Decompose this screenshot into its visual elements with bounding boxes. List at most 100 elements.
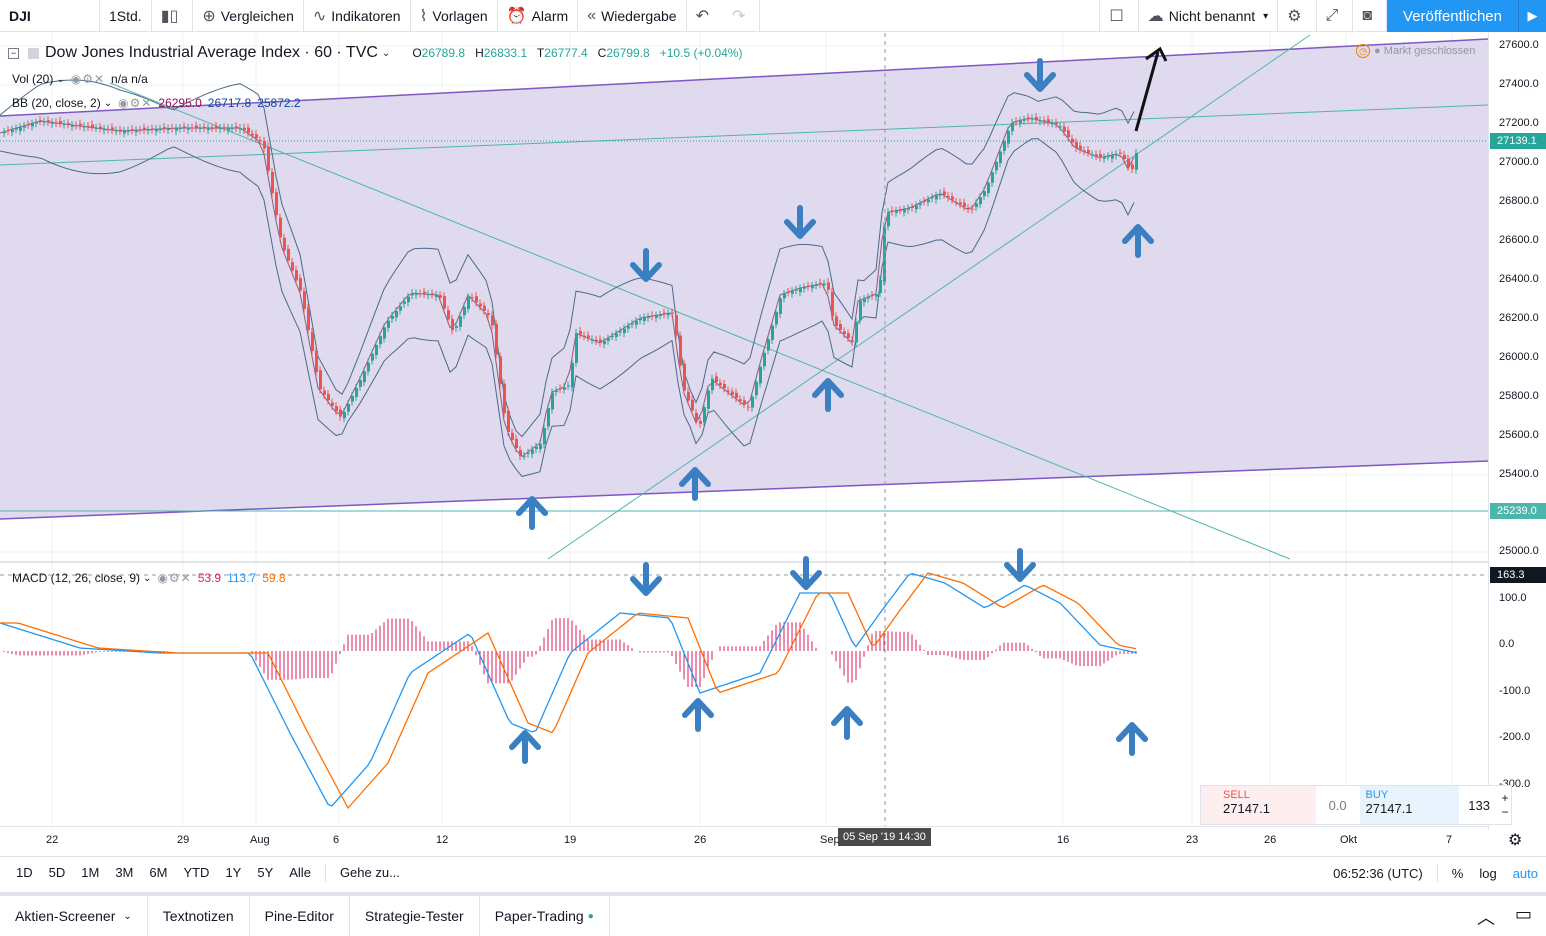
macd-label: MACD (12, 26, close, 9) [12, 571, 141, 585]
fullscreen-button[interactable]: ⤢ [1317, 0, 1354, 32]
play-button[interactable]: ▶ [1518, 0, 1546, 32]
candle-body [195, 125, 198, 128]
templates-label: Vorlagen [432, 7, 488, 24]
sell-button[interactable]: SELL 27147.1 [1201, 786, 1316, 824]
sell-price: 27147.1 [1223, 801, 1270, 816]
publish-button[interactable]: Veröffentlichen [1387, 0, 1518, 32]
arrow-head [1122, 224, 1154, 244]
candle-body [79, 123, 82, 126]
select-box-button[interactable]: ☐ [1099, 0, 1139, 32]
black-arrow-annotation[interactable] [1134, 46, 1168, 132]
parallel-channel[interactable] [0, 39, 1488, 519]
range-button[interactable]: 3M [115, 865, 134, 880]
candle-body [419, 293, 422, 295]
candle-body [3, 132, 6, 134]
tab-text-notes[interactable]: Textnotizen [148, 896, 250, 936]
goto-date-button[interactable]: Gehe zu... [339, 865, 400, 880]
compare-button[interactable]: ⊕ Vergleichen [193, 0, 304, 32]
percent-toggle[interactable]: % [1451, 865, 1464, 881]
templates-button[interactable]: ⌇ Vorlagen [411, 0, 498, 32]
channel-top-line[interactable] [0, 38, 1488, 117]
candle-body [1103, 157, 1106, 159]
candle-body [395, 311, 398, 318]
log-toggle[interactable]: log [1479, 865, 1497, 881]
trendline-descending[interactable] [109, 82, 1291, 560]
macd-legend[interactable]: MACD (12, 26, close, 9) ⌄ ◉⚙✕ 53.9 113.7… [12, 571, 286, 585]
range-button[interactable]: YTD [183, 865, 210, 880]
buy-button[interactable]: BUY 27147.1 [1359, 786, 1460, 824]
candle-body [1015, 121, 1018, 123]
channel-bottom-line[interactable] [0, 460, 1488, 520]
candle-body [611, 336, 614, 338]
candle-body [843, 331, 846, 334]
collapse-icon[interactable]: − [8, 47, 19, 59]
maximize-panel-icon[interactable]: ▭ [1514, 904, 1532, 924]
time-tick-label: Sep [820, 834, 840, 846]
time-tick-label: 23 [1186, 834, 1199, 846]
candle-body [1047, 119, 1050, 123]
quantity-value[interactable]: 133 [1468, 797, 1490, 813]
plus-icon[interactable]: + [1501, 791, 1509, 805]
candle-body [51, 122, 54, 124]
symbol-search[interactable]: DJI [0, 0, 100, 32]
tab-label: Textnotizen [162, 908, 234, 924]
candle-body [575, 333, 578, 363]
auto-toggle[interactable]: auto [1512, 865, 1538, 881]
vol-legend[interactable]: Vol (20) ⌄ ◉⚙✕ n/a n/a [12, 72, 148, 86]
minus-icon[interactable]: − [1501, 805, 1509, 819]
bb-legend[interactable]: BB (20, close, 2) ⌄ ◉⚙✕ 26295.0 26717.8 … [12, 96, 301, 110]
chart-type-button[interactable]: ▮▯ [152, 0, 194, 32]
flag-icon[interactable] [28, 47, 39, 59]
undo-button[interactable]: ↶ [687, 0, 723, 32]
candle-body [839, 324, 842, 330]
indicators-button[interactable]: ∿ Indikatoren [304, 0, 411, 32]
candle-body [191, 127, 194, 129]
chevron-down-icon[interactable]: ⌄ [381, 47, 391, 59]
candle-body [883, 226, 886, 282]
candle-body [335, 406, 338, 412]
collapse-panel-icon[interactable]: ︿ [1476, 908, 1495, 928]
chart-canvas[interactable] [0, 33, 1488, 826]
range-button[interactable]: 1M [81, 865, 100, 880]
tab-paper-trading[interactable]: Paper-Trading ● [480, 896, 610, 936]
settings-button[interactable]: ⚙ [1278, 0, 1317, 32]
candle-body [491, 315, 494, 326]
clock-readout[interactable]: 06:52:36 (UTC) [1333, 865, 1423, 881]
price-axis[interactable]: 27139.1 25239.0 163.3 27600.0 27400.0 2720… [1488, 33, 1546, 830]
tab-stock-screener[interactable]: Aktien-Screener ⌄ [0, 896, 148, 936]
annotation-arrows[interactable] [509, 58, 1154, 764]
range-button[interactable]: 6M [149, 865, 168, 880]
redo-button[interactable]: ↷ [723, 0, 761, 32]
range-button[interactable]: 5D [48, 865, 66, 880]
templates-icon: ⌇ [419, 7, 428, 25]
range-button[interactable]: 1Y [225, 865, 242, 880]
candle-body [971, 208, 974, 210]
time-axis[interactable]: 22 29 Aug 6 12 19 26 Sep 16 23 26 Okt 7 [0, 826, 1488, 852]
tab-pine-editor[interactable]: Pine-Editor [250, 896, 350, 936]
candle-body [683, 363, 686, 391]
indicator-controls-icon[interactable]: ◉⚙✕ [70, 72, 106, 86]
range-button[interactable]: 5Y [257, 865, 274, 880]
arrow-up-icon [516, 496, 548, 530]
alert-button[interactable]: ⏰ Alarm [498, 0, 579, 32]
indicator-controls-icon[interactable]: ◉⚙✕ [118, 96, 153, 110]
candle-body [859, 300, 862, 321]
trendline-horizontal[interactable] [0, 104, 1488, 166]
layout-button[interactable]: ☁ Nicht benannt ▾ [1139, 0, 1279, 32]
interval-button[interactable]: 1Std. [100, 0, 152, 32]
indicator-controls-icon[interactable]: ◉⚙✕ [157, 571, 192, 585]
candle-body [631, 323, 634, 325]
tab-strategy-tester[interactable]: Strategie-Tester [350, 896, 480, 936]
tab-label: Aktien-Screener [15, 908, 116, 924]
candle-body [223, 127, 226, 129]
trendline-ascending[interactable] [547, 34, 1311, 560]
range-button[interactable]: Alle [289, 865, 311, 880]
candle-body [423, 291, 426, 294]
candle-body [547, 408, 550, 427]
quantity-stepper[interactable]: + − [1499, 786, 1511, 824]
replay-button[interactable]: «Wiedergabe [578, 0, 687, 32]
candle-body [707, 390, 710, 409]
gear-icon[interactable]: ⚙ [1508, 832, 1523, 849]
range-button[interactable]: 1D [16, 865, 33, 880]
snapshot-button[interactable]: ◙ [1353, 0, 1388, 32]
